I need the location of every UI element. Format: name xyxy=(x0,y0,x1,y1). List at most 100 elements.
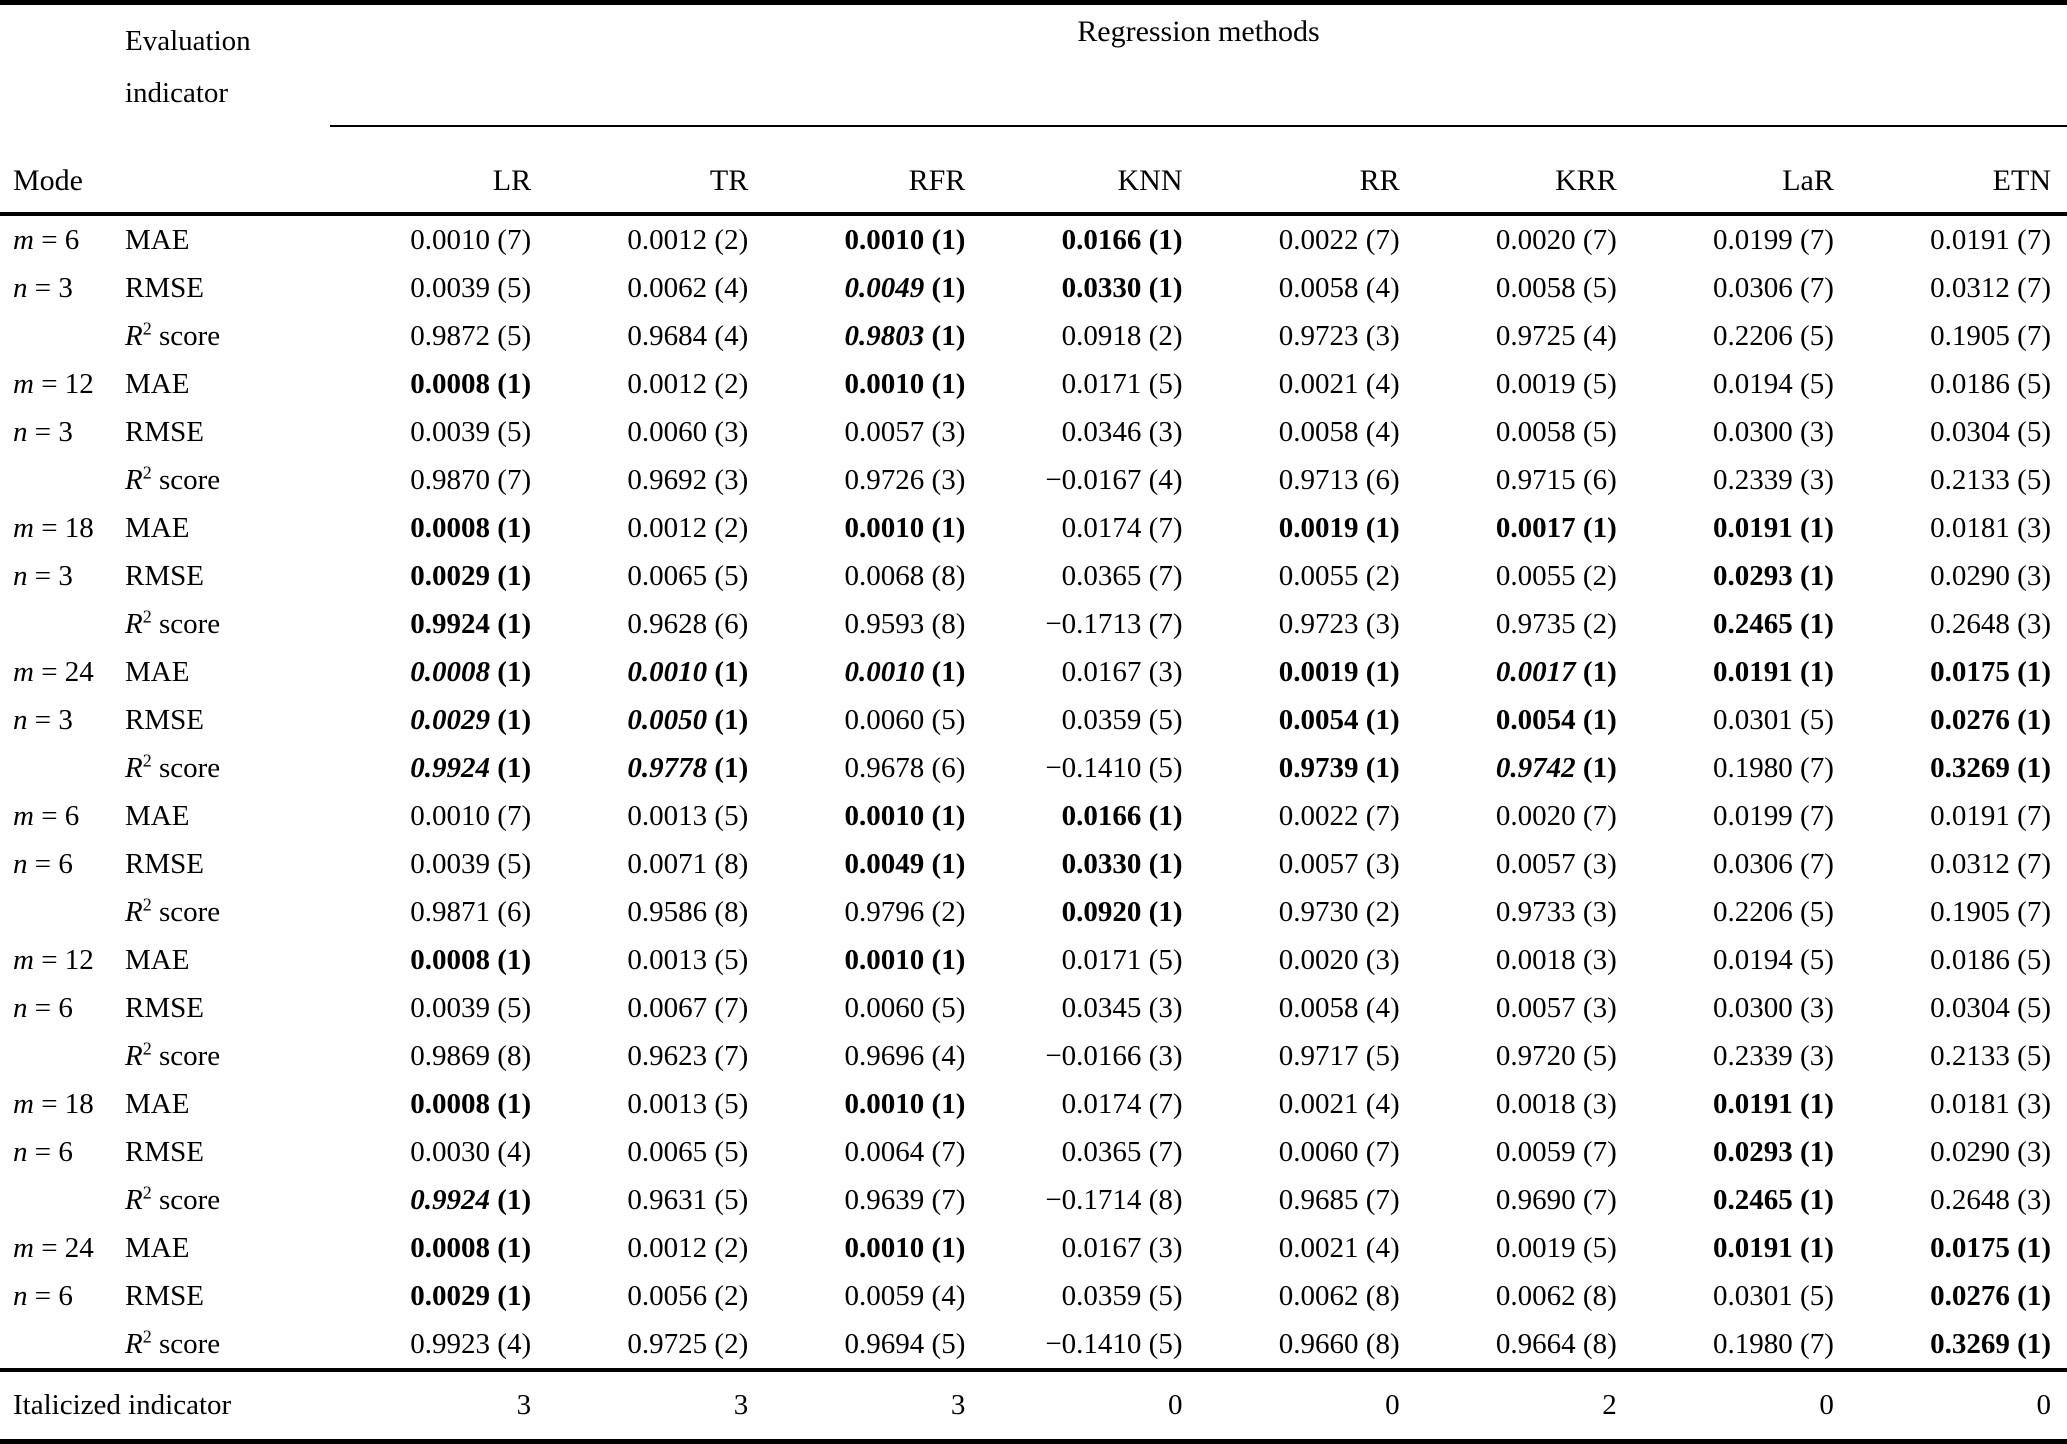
metric-cell-knn: −0.1714 (8) xyxy=(981,1176,1198,1224)
metric-value: 0.0012 xyxy=(627,1231,708,1264)
metric-value: 0.0171 xyxy=(1061,367,1142,400)
indicator-cell: RMSE xyxy=(125,703,204,736)
metric-rank: (3) xyxy=(1582,943,1617,976)
metric-cell-rr: 0.0022 (7) xyxy=(1199,214,1416,264)
metric-cell-lar: 0.2465 (1) xyxy=(1633,1176,1850,1224)
metric-rank: (1) xyxy=(2017,1327,2051,1360)
metric-cell-krr: 0.0019 (5) xyxy=(1416,1224,1633,1272)
data-row: n = 6 RMSE 0.0039 (5) 0.0067 (7) 0.0060 (5) 0… xyxy=(0,984,2067,1032)
metric-cell-rfr: 0.0010 (1) xyxy=(764,936,981,984)
mode-variable: m xyxy=(13,511,34,544)
metric-value: 0.0060 xyxy=(844,703,925,736)
metric-value: 0.0029 xyxy=(410,559,491,592)
metric-rank: (5) xyxy=(1582,367,1617,400)
metric-rank: (1) xyxy=(1582,703,1617,736)
metric-cell-tr: 0.0012 (2) xyxy=(547,214,764,264)
metric-rank: (4) xyxy=(497,1135,532,1168)
metric-rank: (1) xyxy=(1800,607,1834,640)
metric-cell-lar: 0.0199 (7) xyxy=(1633,214,1850,264)
metric-cell-rfr: 0.0064 (7) xyxy=(764,1128,981,1176)
metric-cell-krr: 0.9720 (5) xyxy=(1416,1032,1633,1080)
metric-value: 0.2465 xyxy=(1713,607,1793,640)
metric-rank: (5) xyxy=(1800,319,1834,352)
metric-cell-knn: 0.0174 (7) xyxy=(981,504,1198,552)
metric-cell-lar: 0.0293 (1) xyxy=(1633,1128,1850,1176)
metric-value: 0.0010 xyxy=(844,1231,925,1264)
mode-cell: n = 6 xyxy=(13,847,73,880)
metric-cell-tr: 0.0050 (1) xyxy=(547,696,764,744)
mode-cell: n = 3 xyxy=(13,703,73,736)
metric-cell-krr: 0.9735 (2) xyxy=(1416,600,1633,648)
metric-value: 0.0058 xyxy=(1495,415,1576,448)
metric-cell-lr: 0.0008 (1) xyxy=(330,1080,547,1128)
metric-value: 0.9733 xyxy=(1495,895,1576,928)
data-row: m = 6 MAE 0.0010 (7) 0.0012 (2) 0.0010 (1) 0.… xyxy=(0,214,2067,264)
metric-value: 0.0067 xyxy=(627,991,708,1024)
metric-value: 0.0199 xyxy=(1713,223,1793,256)
metric-value: −0.1410 xyxy=(1045,751,1142,784)
mode-variable: m xyxy=(13,799,34,832)
mode-variable: m xyxy=(13,943,34,976)
metric-rank: (1) xyxy=(714,703,749,736)
metric-rank: (5) xyxy=(1582,1039,1617,1072)
mode-variable: m xyxy=(13,1231,34,1264)
metric-cell-rr: 0.9739 (1) xyxy=(1199,744,1416,792)
metric-cell-knn: 0.0918 (2) xyxy=(981,312,1198,360)
metric-cell-krr: 0.0020 (7) xyxy=(1416,214,1633,264)
metric-cell-lar: 0.0191 (1) xyxy=(1633,648,1850,696)
metric-value: 0.0276 xyxy=(1930,703,2010,736)
mode-cell xyxy=(0,312,125,360)
metric-rank: (1) xyxy=(2017,655,2051,688)
metric-cell-rr: 0.9723 (3) xyxy=(1199,312,1416,360)
metric-cell-tr: 0.0013 (5) xyxy=(547,792,764,840)
metric-cell-etn: 0.0181 (3) xyxy=(1850,504,2067,552)
data-row: n = 6 RMSE 0.0029 (1) 0.0056 (2) 0.0059 (4) 0… xyxy=(0,1272,2067,1320)
method-header-knn: KNN xyxy=(981,126,1199,216)
method-header-tr: TR xyxy=(547,126,765,216)
metric-value: 0.0055 xyxy=(1495,559,1576,592)
metric-value: 0.0021 xyxy=(1278,367,1359,400)
metric-value: −0.0166 xyxy=(1045,1039,1142,1072)
metric-rank: (2) xyxy=(714,1327,749,1360)
metric-cell-lr: 0.9923 (4) xyxy=(330,1320,547,1370)
metric-rank: (7) xyxy=(1800,271,1834,304)
indicator-cell: R2 score xyxy=(125,317,221,352)
mode-cell: n = 6 xyxy=(13,1135,73,1168)
metric-rank: (2) xyxy=(714,1231,749,1264)
metric-value: 0.2133 xyxy=(1930,463,2010,496)
metric-value: 0.9713 xyxy=(1278,463,1359,496)
metric-cell-tr: 0.0012 (2) xyxy=(547,1224,764,1272)
metric-cell-krr: 0.0017 (1) xyxy=(1416,648,1633,696)
metric-rank: (5) xyxy=(2017,367,2051,400)
indicator-variable: R xyxy=(125,895,143,928)
italicized-count-rfr: 3 xyxy=(764,1368,982,1442)
metric-rank: (5) xyxy=(2017,1039,2051,1072)
metric-value: 0.0039 xyxy=(410,847,491,880)
metric-rank: (1) xyxy=(1582,655,1617,688)
metric-value: 0.0019 xyxy=(1495,367,1576,400)
mode-cell: n = 3 xyxy=(13,271,73,304)
metric-value: 0.0306 xyxy=(1713,271,1793,304)
metric-rank: (7) xyxy=(497,799,532,832)
metric-rank: (1) xyxy=(1148,271,1183,304)
metric-value: 0.0312 xyxy=(1930,847,2010,880)
metric-value: 0.0290 xyxy=(1930,559,2010,592)
metric-cell-knn: 0.0359 (5) xyxy=(981,696,1198,744)
metric-rank: (1) xyxy=(1365,655,1400,688)
metric-cell-etn: 0.2133 (5) xyxy=(1850,1032,2067,1080)
metric-cell-rr: 0.9723 (3) xyxy=(1199,600,1416,648)
metric-rank: (3) xyxy=(1582,991,1617,1024)
metric-rank: (3) xyxy=(2017,559,2051,592)
metric-rank: (1) xyxy=(931,223,966,256)
data-row: m = 24 MAE 0.0008 (1) 0.0010 (1) 0.0010 (1) 0… xyxy=(0,648,2067,696)
metric-rank: (1) xyxy=(931,367,966,400)
indicator-variable: R xyxy=(125,319,143,352)
method-header-lar: LaR xyxy=(1632,126,1850,216)
metric-cell-tr: 0.0065 (5) xyxy=(547,552,764,600)
metric-rank: (5) xyxy=(714,559,749,592)
metric-rank: (7) xyxy=(2017,847,2051,880)
data-row: R2 score 0.9872 (5) 0.9684 (4) 0.9803 (1) 0.… xyxy=(0,312,2067,360)
metric-cell-lar: 0.2465 (1) xyxy=(1633,600,1850,648)
metric-value: 0.0304 xyxy=(1930,991,2010,1024)
metric-rank: (1) xyxy=(931,271,966,304)
